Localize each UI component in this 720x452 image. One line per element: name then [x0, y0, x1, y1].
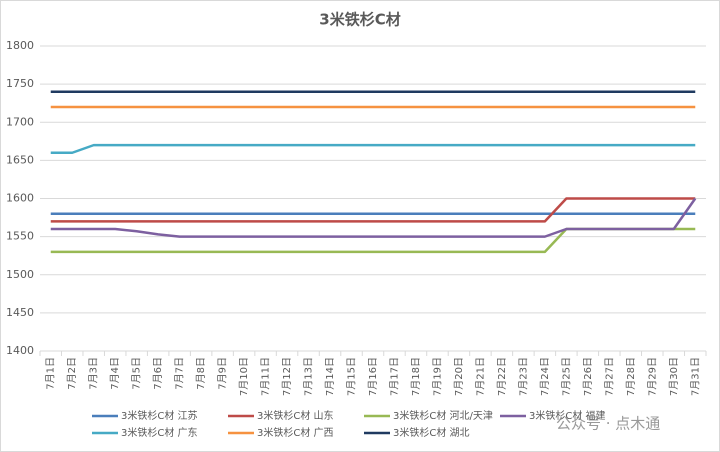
- x-tick-label: 7月7日: [174, 357, 186, 390]
- legend-label: 3米铁杉C材 山东: [257, 409, 334, 422]
- watermark: 公众号 · 点木通: [556, 415, 660, 433]
- x-tick-label: 7月21日: [474, 357, 486, 396]
- y-tick-label: 1750: [6, 77, 34, 90]
- x-tick-label: 7月19日: [431, 357, 443, 396]
- legend-label: 3米铁杉C材 江苏: [121, 409, 198, 422]
- x-tick-label: 7月6日: [152, 357, 164, 390]
- y-tick-label: 1650: [6, 153, 34, 166]
- x-tick-label: 7月30日: [668, 357, 680, 396]
- x-tick-label: 7月29日: [646, 357, 658, 396]
- x-tick-label: 7月2日: [66, 357, 78, 390]
- legend-label: 3米铁杉C材 福建: [529, 409, 606, 422]
- x-tick-label: 7月12日: [281, 357, 293, 396]
- chart-title: 3米铁杉C材: [319, 11, 400, 29]
- y-tick-label: 1500: [6, 268, 34, 281]
- x-tick-label: 7月22日: [496, 357, 508, 396]
- x-tick-label: 7月3日: [88, 357, 100, 390]
- x-tick-label: 7月11日: [260, 357, 272, 396]
- x-tick-label: 7月8日: [195, 357, 207, 390]
- y-tick-label: 1600: [6, 192, 34, 205]
- legend-label: 3米铁杉C材 广西: [257, 426, 334, 439]
- y-tick-label: 1700: [6, 115, 34, 128]
- x-tick-label: 7月27日: [603, 357, 615, 396]
- x-tick-label: 7月20日: [453, 357, 465, 396]
- x-tick-label: 7月5日: [131, 357, 143, 390]
- x-tick-label: 7月31日: [689, 357, 701, 396]
- series-line: [50, 197, 697, 238]
- x-tick-label: 7月15日: [346, 357, 358, 396]
- legend-label: 3米铁杉C材 河北/天津: [393, 409, 493, 422]
- x-tick-label: 7月16日: [367, 357, 379, 396]
- y-tick-label: 1550: [6, 230, 34, 243]
- x-tick-label: 7月10日: [238, 357, 250, 396]
- x-tick-label: 7月17日: [388, 357, 400, 396]
- series-line: [50, 197, 696, 223]
- y-tick-label: 1450: [6, 306, 34, 319]
- x-tick-label: 7月25日: [560, 357, 572, 396]
- series-line: [50, 143, 696, 154]
- x-tick-label: 7月18日: [410, 357, 422, 396]
- x-tick-label: 7月26日: [582, 357, 594, 396]
- x-tick-label: 7月24日: [539, 357, 551, 396]
- legend-label: 3米铁杉C材 广东: [121, 426, 198, 439]
- legend-label: 3米铁杉C材 湖北: [393, 426, 470, 439]
- x-tick-label: 7月14日: [324, 357, 336, 396]
- x-tick-label: 7月9日: [217, 357, 229, 390]
- x-tick-label: 7月4日: [109, 357, 121, 390]
- x-tick-label: 7月1日: [45, 357, 57, 390]
- x-tick-label: 7月28日: [625, 357, 637, 396]
- x-tick-label: 7月23日: [517, 357, 529, 396]
- x-tick-label: 7月13日: [303, 357, 315, 396]
- y-tick-label: 1400: [6, 344, 34, 357]
- y-tick-label: 1800: [6, 39, 34, 52]
